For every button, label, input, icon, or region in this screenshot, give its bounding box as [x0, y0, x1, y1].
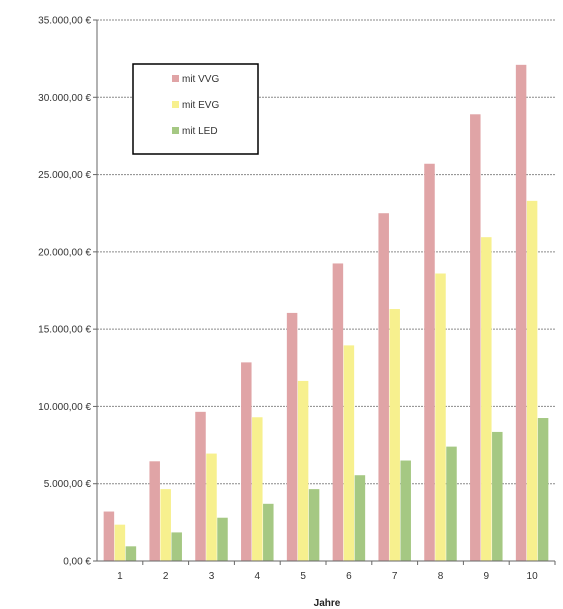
y-tick-label: 10.000,00 € [38, 402, 91, 413]
bar-mit-vvg [241, 362, 252, 561]
x-tick-label: 9 [484, 571, 490, 582]
bar-mit-evg [481, 237, 492, 561]
y-tick-label: 5.000,00 € [44, 479, 92, 490]
legend: mit VVG mit EVG mit LED [132, 63, 259, 155]
x-tick-label: 7 [392, 571, 398, 582]
bar-mit-led [354, 475, 366, 561]
x-tick-label: 10 [527, 571, 539, 582]
x-tick-label: 5 [300, 571, 306, 582]
bar-mit-evg [389, 309, 400, 561]
y-tick-label: 0,00 € [63, 557, 91, 568]
bar-mit-led [308, 489, 320, 561]
legend-label: mit EVG [182, 100, 219, 111]
bar-mit-vvg [378, 213, 389, 561]
bar-mit-vvg [515, 64, 527, 561]
legend-box [132, 63, 259, 155]
x-tick-label: 2 [163, 571, 169, 582]
y-tick-label: 20.000,00 € [38, 247, 91, 258]
y-tick-labels: 0,00 € 5.000,00 € 10.000,00 € 15.000,00 € 20… [38, 16, 97, 568]
bar-mit-evg [343, 345, 355, 561]
bar-mit-evg [206, 453, 217, 561]
bar-mit-vvg [286, 312, 298, 561]
y-tick-label: 35.000,00 € [38, 16, 91, 27]
legend-swatch [172, 127, 179, 134]
y-tick-label: 25.000,00 € [38, 170, 91, 181]
x-tick-label: 4 [255, 571, 261, 582]
bar-mit-led [400, 460, 411, 561]
bar-mit-vvg [103, 511, 115, 561]
legend-label: mit LED [182, 126, 218, 137]
bar-mit-vvg [195, 411, 206, 561]
y-tick-label: 15.000,00 € [38, 325, 91, 336]
bar-mit-led [125, 546, 137, 561]
x-tick-label: 3 [209, 571, 215, 582]
x-tick-labels: 1 2 3 4 5 6 7 8 9 10 [117, 561, 556, 582]
bar-mit-evg [435, 273, 446, 561]
y-tick-label: 30.000,00 € [38, 93, 91, 104]
x-axis-title: Jahre [314, 598, 341, 609]
x-tick-label: 1 [117, 571, 123, 582]
legend-label: mit VVG [182, 74, 219, 85]
bar-mit-led [446, 446, 457, 561]
bar-mit-led [537, 418, 549, 561]
bar-mit-vvg [332, 263, 344, 561]
legend-swatch [172, 101, 179, 108]
bar-mit-evg [160, 489, 171, 561]
x-tick-label: 8 [438, 571, 444, 582]
bar-mit-led [492, 431, 503, 561]
bar-mit-evg [114, 524, 126, 561]
bar-mit-evg [252, 417, 263, 561]
bars [103, 64, 549, 561]
bar-mit-vvg [424, 163, 435, 561]
bar-mit-evg [297, 380, 309, 561]
bar-mit-led [217, 517, 228, 561]
bar-mit-evg [526, 200, 538, 561]
bar-mit-vvg [149, 461, 160, 561]
bar-mit-led [171, 532, 182, 561]
bar-mit-vvg [470, 114, 481, 561]
bar-mit-led [263, 503, 274, 561]
legend-swatch [172, 75, 179, 82]
x-tick-label: 6 [346, 571, 352, 582]
